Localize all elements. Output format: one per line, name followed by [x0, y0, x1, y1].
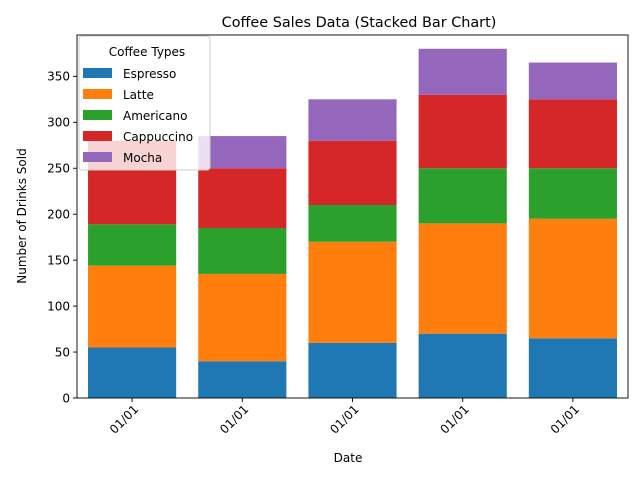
bar-cappuccino-5	[528, 99, 617, 169]
bar-americano-4	[418, 168, 507, 224]
legend-swatch-mocha	[83, 152, 112, 162]
legend-title: Coffee Types	[109, 45, 185, 59]
legend-entries: Espresso Latte Americano Cappuccino Mocha	[83, 67, 193, 165]
y-tick-label: 50	[55, 345, 70, 359]
legend-label-americano: Americano	[123, 109, 187, 123]
bar-espresso-3	[308, 342, 397, 398]
bar-cappuccino-2	[198, 168, 287, 228]
bar-americano-3	[308, 205, 397, 242]
bar-latte-3	[308, 241, 397, 343]
y-tick-label: 350	[47, 70, 70, 84]
plot-frame	[76, 34, 629, 399]
legend-swatch-espresso	[83, 68, 112, 78]
bar-espresso-1	[88, 347, 177, 398]
legend-label-latte: Latte	[123, 88, 154, 102]
bar-mocha-3	[308, 99, 397, 141]
y-tick-label: 150	[47, 253, 70, 267]
legend-label-espresso: Espresso	[123, 67, 176, 81]
chart-title: Coffee Sales Data (Stacked Bar Chart)	[222, 15, 497, 31]
legend: Coffee Types Espresso Latte Americano Cappu…	[78, 35, 211, 171]
y-tick-label: 0	[62, 391, 70, 405]
y-tick-label: 250	[47, 162, 70, 176]
legend-label-mocha: Mocha	[123, 151, 162, 165]
legend-label-cappuccino: Cappuccino	[123, 130, 193, 144]
bar-latte-4	[418, 223, 507, 334]
y-tick-label: 200	[47, 208, 70, 222]
y-tick-label: 300	[47, 116, 70, 130]
bar-espresso-5	[528, 338, 617, 398]
legend-swatch-cappuccino	[83, 131, 112, 141]
bar-latte-1	[88, 265, 177, 348]
bar-espresso-4	[418, 333, 507, 398]
bar-americano-2	[198, 227, 287, 274]
bars-layer	[88, 48, 617, 398]
x-axis-label: Date	[334, 451, 363, 465]
bar-americano-1	[88, 224, 177, 266]
y-tick-label: 100	[47, 299, 70, 313]
y-axis: 0 50 100 150 200 250 300 350	[47, 70, 77, 405]
bar-cappuccino-3	[308, 140, 397, 206]
bar-latte-2	[198, 273, 287, 362]
bar-latte-5	[528, 218, 617, 339]
legend-swatch-americano	[83, 110, 112, 120]
y-axis-label: Number of Drinks Sold	[15, 148, 29, 283]
bar-mocha-4	[418, 48, 507, 95]
bar-espresso-2	[198, 361, 287, 398]
bar-cappuccino-4	[418, 94, 507, 169]
bar-mocha-5	[528, 62, 617, 100]
bar-americano-5	[528, 168, 617, 219]
legend-swatch-latte	[83, 89, 112, 99]
bar-mocha-2	[198, 136, 287, 169]
